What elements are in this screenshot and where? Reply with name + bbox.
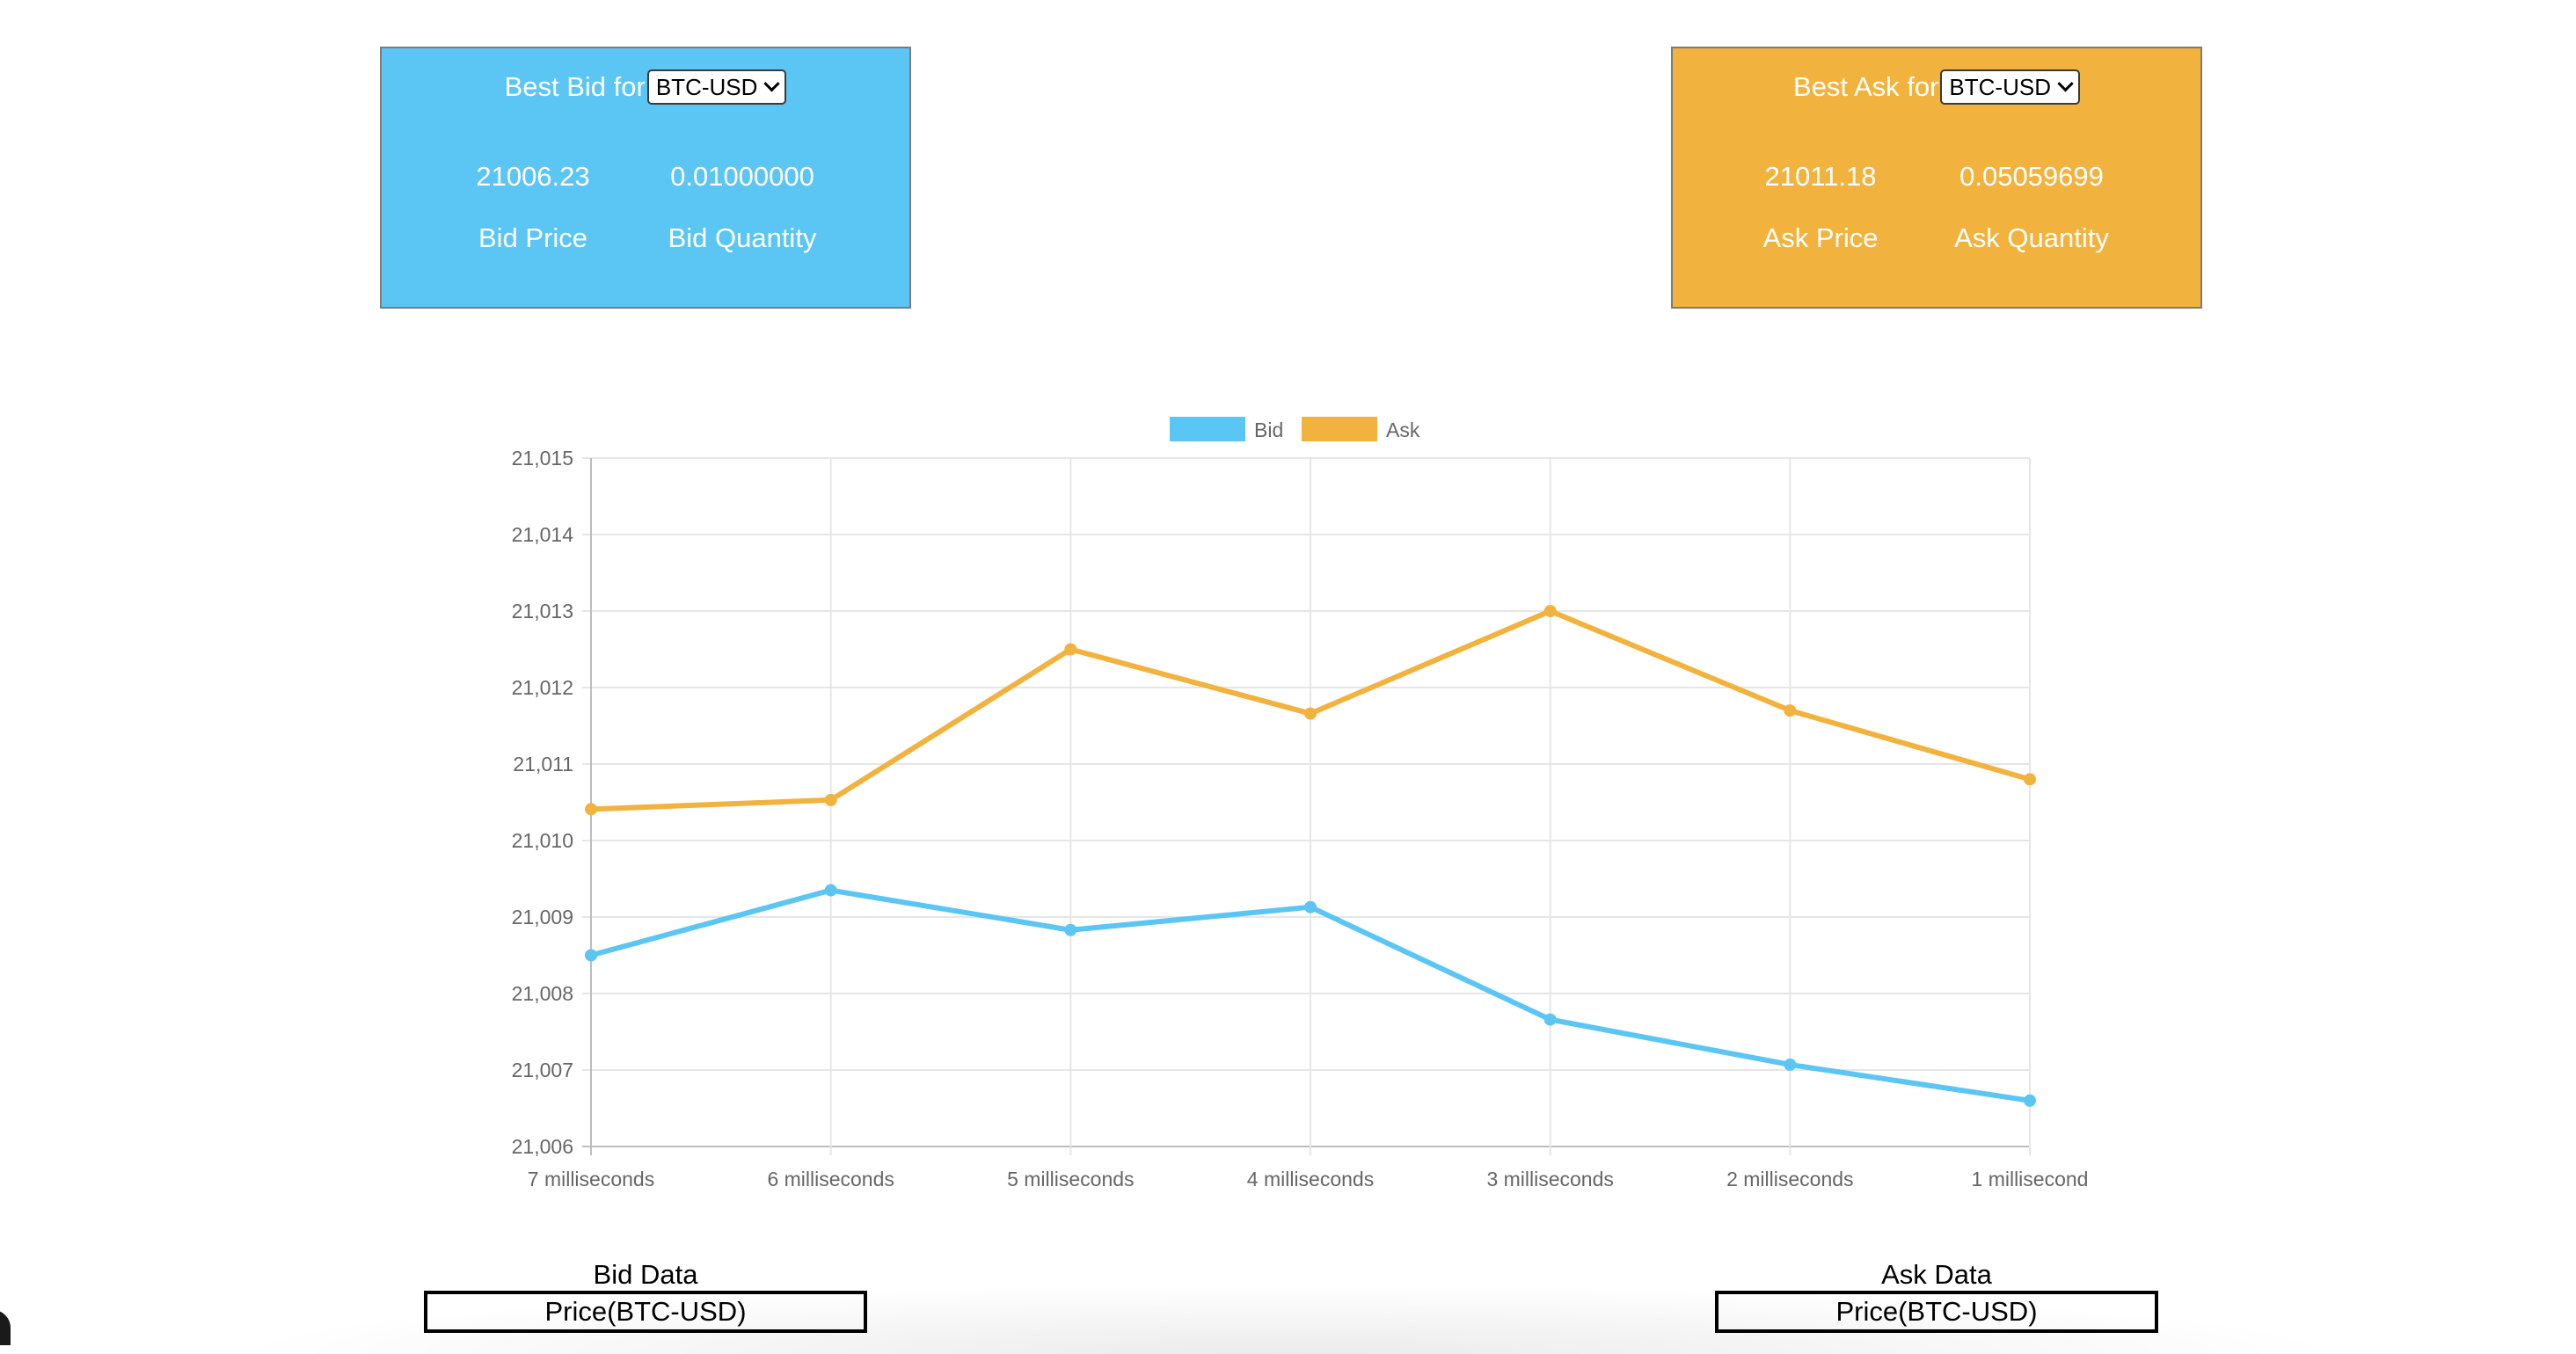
bid-pair-value: BTC-USD	[655, 73, 758, 100]
data-point-ask	[2024, 773, 2036, 786]
legend-label-ask: Ask	[1386, 419, 1420, 441]
ask-data-title: Ask Data	[1881, 1259, 1992, 1290]
best-ask-title-row: Best Ask for BTC-USD	[1673, 48, 2200, 126]
ask-pair-value: BTC-USD	[1949, 73, 2051, 100]
bid-ask-line-chart: 21,006 21,007 21,008 21,009 21,010 21,011 21,0…	[512, 417, 2089, 1190]
x-tick-label: 6 milliseconds	[767, 1168, 894, 1190]
y-tick-label: 21,012	[512, 676, 573, 699]
bid-quantity-value: 0.01000000	[670, 161, 814, 192]
data-point-ask	[824, 793, 837, 806]
bid-pair-select[interactable]: BTC-USD	[646, 69, 787, 105]
ask-price-label: Ask Price	[1762, 222, 1879, 253]
ask-table-header: Price(BTC-USD)	[1715, 1291, 2158, 1333]
bid-price-label: Bid Price	[478, 222, 588, 253]
best-bid-title: Best Bid for	[504, 71, 646, 102]
data-point-ask	[1064, 643, 1077, 656]
best-bid-title-row: Best Bid for BTC-USD	[382, 48, 909, 126]
y-tick-label: 21,015	[512, 447, 573, 470]
ask-quantity-label: Ask Quantity	[1954, 222, 2109, 253]
ask-price-value: 21011.18	[1764, 161, 1877, 192]
best-bid-card: Best Bid for BTC-USD 21006.23 0.01000000…	[380, 47, 911, 309]
y-tick-label: 21,014	[512, 523, 574, 546]
ask-quantity-value: 0.05059699	[1959, 161, 2104, 192]
x-tick-label: 1 millisecond	[1972, 1168, 2089, 1190]
x-tick-label: 5 milliseconds	[1007, 1168, 1134, 1190]
bid-table-header: Price(BTC-USD)	[424, 1291, 867, 1333]
data-point-ask	[1304, 707, 1317, 720]
ask-pair-select[interactable]: BTC-USD	[1940, 69, 2080, 105]
y-tick-label: 21,007	[512, 1059, 573, 1081]
bid-quantity-label: Bid Quantity	[668, 222, 817, 253]
best-ask-card: Best Ask for BTC-USD 21011.18 0.05059699…	[1671, 47, 2202, 309]
y-tick-label: 21,009	[512, 906, 573, 928]
legend-swatch-bid	[1170, 417, 1245, 441]
x-tick-label: 2 milliseconds	[1726, 1168, 1853, 1190]
y-tick-label: 21,006	[512, 1135, 573, 1158]
data-point-ask	[585, 803, 597, 816]
legend-swatch-ask	[1302, 417, 1377, 441]
data-point-bid	[824, 884, 837, 897]
y-tick-label: 21,013	[512, 600, 573, 622]
data-point-bid	[1784, 1058, 1797, 1071]
data-point-bid	[1064, 923, 1077, 936]
legend-label-bid: Bid	[1254, 419, 1283, 441]
window-corner	[0, 1310, 11, 1345]
data-point-ask	[1784, 704, 1797, 717]
best-ask-title: Best Ask for	[1793, 71, 1939, 102]
data-point-bid	[1543, 1013, 1557, 1026]
data-point-ask	[1543, 605, 1557, 617]
x-tick-label: 4 milliseconds	[1247, 1168, 1374, 1190]
y-tick-label: 21,011	[513, 753, 573, 775]
x-tick-label: 3 milliseconds	[1486, 1168, 1613, 1190]
bid-data-title: Bid Data	[593, 1259, 698, 1290]
x-tick-label: 7 milliseconds	[528, 1168, 654, 1190]
data-point-bid	[1304, 900, 1317, 914]
y-tick-label: 21,010	[512, 829, 573, 852]
bid-price-value: 21006.23	[476, 161, 590, 192]
data-point-bid	[585, 949, 597, 962]
y-tick-label: 21,008	[512, 982, 573, 1005]
data-point-bid	[2024, 1094, 2036, 1107]
